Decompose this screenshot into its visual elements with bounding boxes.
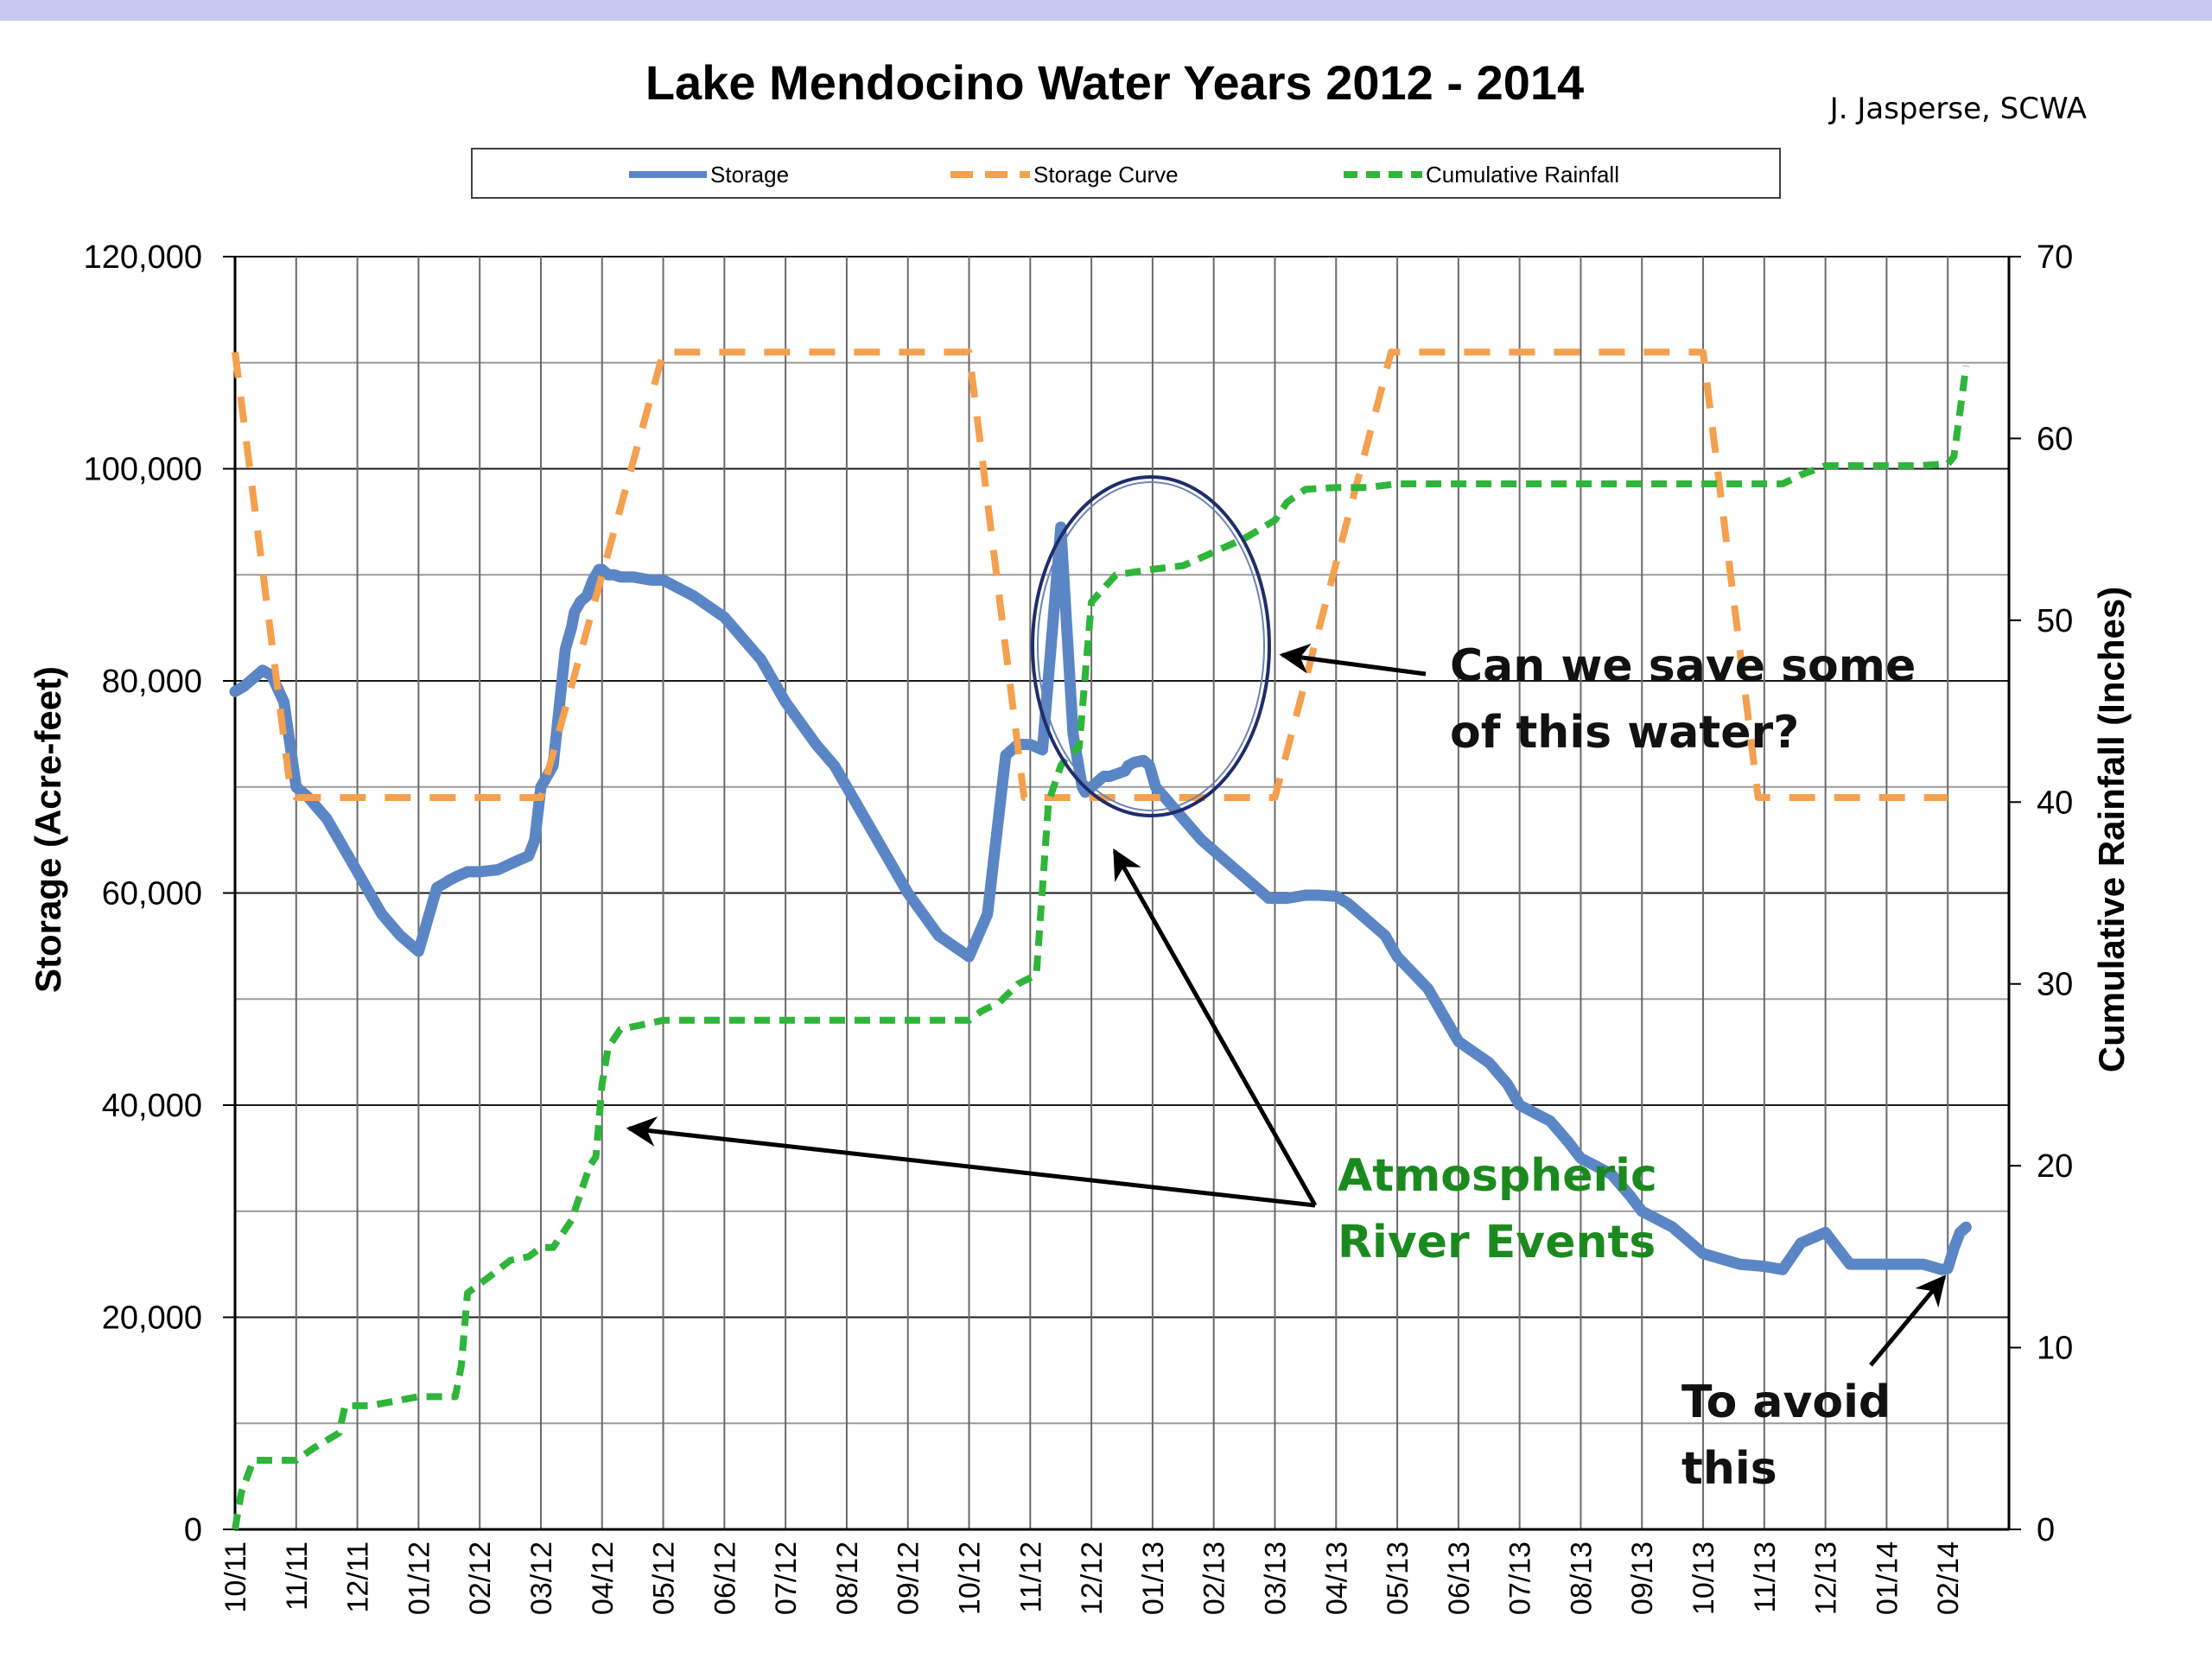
- x-tick-label: 03/12: [525, 1541, 558, 1615]
- annotation-avoid-line1: To avoid: [1681, 1376, 1891, 1428]
- arrow-ar-center: [1112, 848, 1318, 1207]
- arrow-avoid: [1869, 1274, 1947, 1367]
- x-tick-label: 06/12: [709, 1541, 741, 1615]
- x-tick-label: 01/12: [403, 1541, 435, 1615]
- x-tick-label: 08/12: [831, 1541, 864, 1615]
- x-tick-label: 04/12: [587, 1541, 620, 1615]
- series-line-storage-curve: [232, 348, 1948, 801]
- x-tick-label: 07/13: [1504, 1541, 1537, 1615]
- legend-label-storage-curve: Storage Curve: [1033, 162, 1179, 188]
- x-tick-label: 12/11: [342, 1541, 375, 1613]
- grid-lines: [234, 256, 2010, 1530]
- x-tick-label: 04/13: [1320, 1541, 1353, 1615]
- chart-title: Lake Mendocino Water Years 2012 - 2014: [645, 55, 1584, 110]
- chart-credit: J. Jasperse, SCWA: [1828, 92, 2087, 126]
- y2-tick-label: 30: [2037, 967, 2073, 1003]
- x-tick-label: 01/14: [1871, 1541, 1904, 1615]
- x-tick-label: 11/12: [1014, 1541, 1047, 1613]
- x-tick-label: 12/13: [1810, 1541, 1843, 1615]
- arrow-save: [1279, 643, 1427, 677]
- annotations: Can we save some of this water? Atmosphe…: [626, 475, 1947, 1495]
- annotation-ar-line1: Atmospheric: [1338, 1150, 1657, 1202]
- x-tick-label: 10/13: [1688, 1541, 1720, 1615]
- top-accent-bar: [0, 0, 2212, 21]
- annotation-save-line2: of this water?: [1450, 707, 1799, 759]
- legend-label-cumulative-rainfall: Cumulative Rainfall: [1426, 162, 1619, 188]
- x-tick-label: 05/13: [1382, 1541, 1414, 1615]
- y2-axis-title: Cumulative Rainfall (Inches): [2091, 587, 2132, 1072]
- x-tick-label: 02/13: [1198, 1541, 1231, 1615]
- annotation-save-line1: Can we save some: [1450, 640, 1916, 692]
- legend-label-storage: Storage: [710, 162, 789, 188]
- y-tick-label: 20,000: [102, 1300, 202, 1337]
- x-tick-label: 05/12: [648, 1541, 681, 1615]
- y-tick-label: 120,000: [84, 239, 202, 276]
- highlight-ellipse: [1031, 475, 1271, 817]
- annotation-ar-line2: River Events: [1338, 1217, 1656, 1268]
- x-tick-label: 10/11: [219, 1541, 252, 1613]
- tick-labels: 0 20,000 40,000 60,000 80,000 100,000 120,000 0…: [84, 239, 2074, 1615]
- y-tick-label: 100,000: [84, 452, 202, 488]
- y-tick-label: 0: [184, 1512, 202, 1548]
- series-line-cumulative-rainfall: [232, 365, 1970, 1530]
- y-tick-label: 80,000: [102, 664, 202, 700]
- y-tick-label: 40,000: [102, 1088, 202, 1124]
- x-tick-label: 02/12: [464, 1541, 497, 1615]
- x-tick-label: 11/13: [1749, 1541, 1782, 1613]
- series-line-storage: [229, 521, 1972, 1275]
- y2-tick-label: 60: [2037, 421, 2073, 457]
- y2-tick-label: 70: [2037, 239, 2073, 276]
- y2-tick-label: 10: [2037, 1331, 2073, 1367]
- legend: Storage Storage Curve Cumulative Rainfal…: [471, 148, 1781, 199]
- y2-tick-label: 20: [2037, 1148, 2073, 1185]
- series-lines: [229, 348, 1972, 1530]
- x-tick-label: 02/14: [1932, 1541, 1965, 1615]
- y2-tick-label: 0: [2037, 1512, 2055, 1548]
- y-axis-title: Storage (Acre-feet): [28, 666, 68, 993]
- highlight-ellipse-inner: [1037, 481, 1265, 811]
- axes: [223, 256, 2021, 1531]
- x-tick-label: 09/13: [1626, 1541, 1659, 1615]
- x-tick-label: 10/12: [954, 1541, 987, 1615]
- x-tick-label: 01/13: [1137, 1541, 1170, 1615]
- arrow-ar-left: [626, 1116, 1316, 1208]
- x-tick-label: 08/13: [1565, 1541, 1598, 1615]
- x-tick-label: 12/12: [1076, 1541, 1109, 1615]
- y-tick-label: 60,000: [102, 876, 202, 912]
- y2-tick-label: 40: [2037, 785, 2073, 821]
- y2-tick-label: 50: [2037, 603, 2073, 639]
- x-tick-label: 06/13: [1443, 1541, 1476, 1615]
- annotation-avoid-line2: this: [1681, 1443, 1777, 1495]
- x-tick-label: 07/12: [770, 1541, 803, 1615]
- x-tick-label: 03/13: [1259, 1541, 1292, 1615]
- x-tick-label: 11/11: [281, 1541, 314, 1611]
- x-tick-label: 09/12: [893, 1541, 925, 1615]
